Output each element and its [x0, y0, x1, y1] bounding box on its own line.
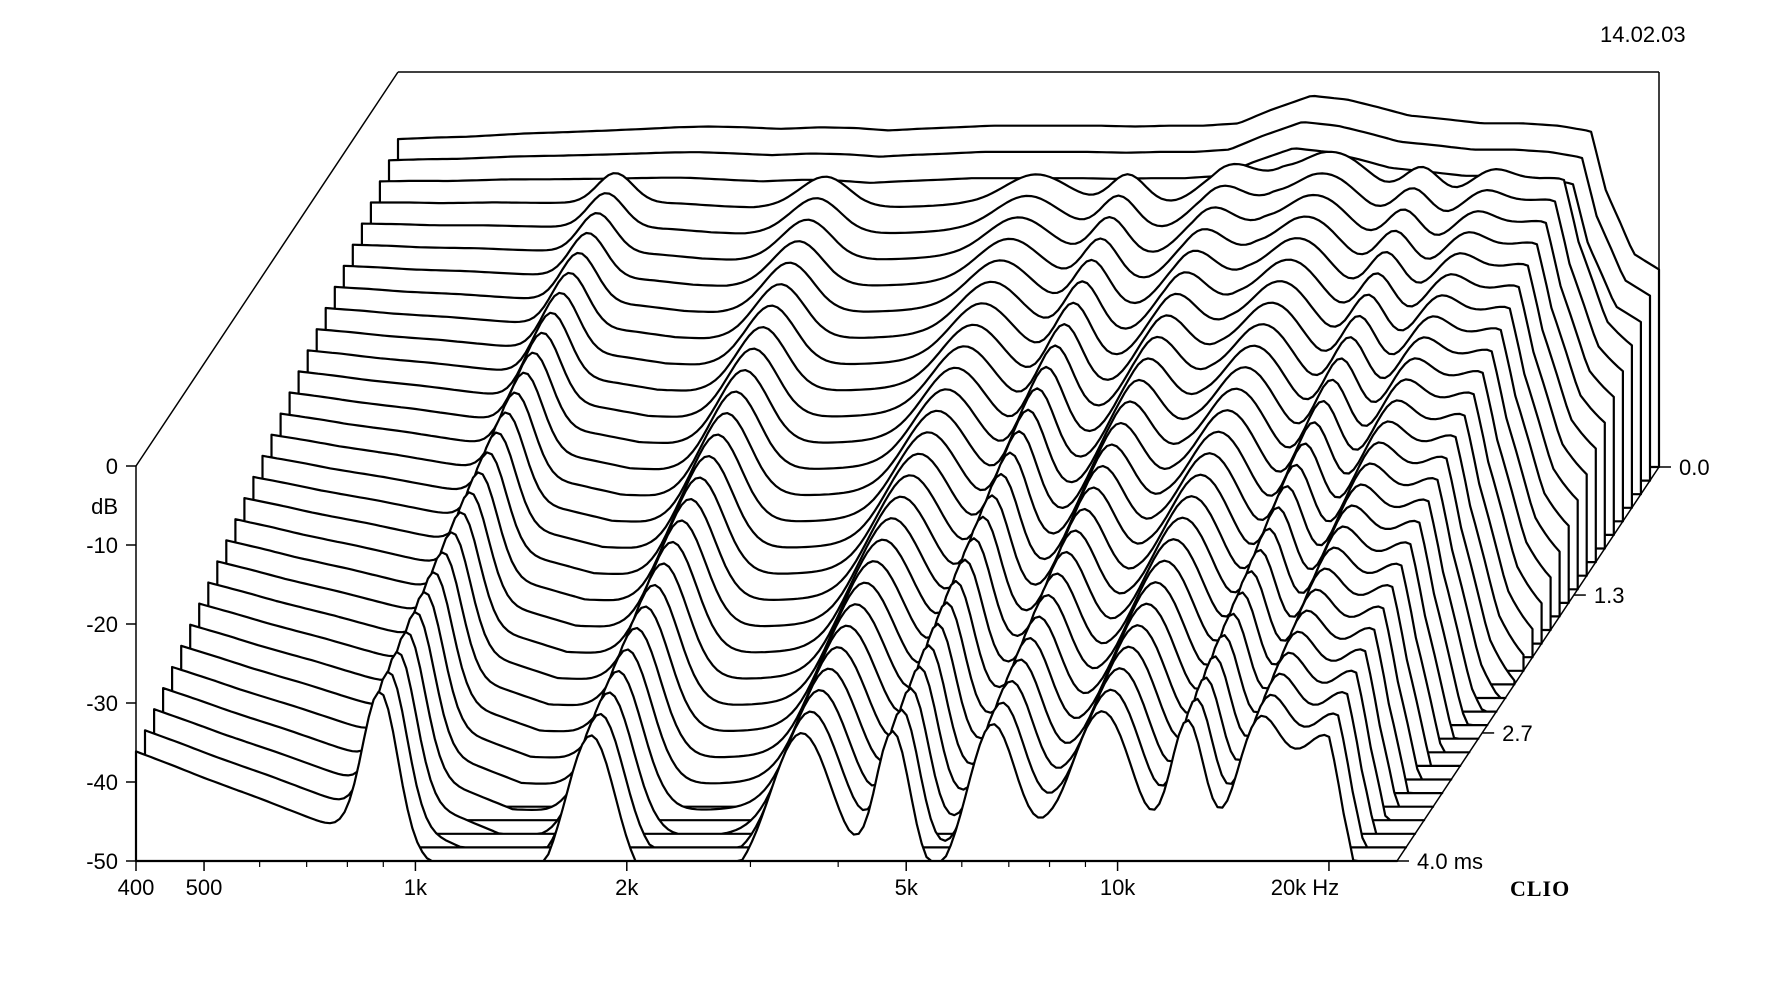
y-tick-label: -50 — [86, 849, 118, 874]
x-tick-label: 500 — [186, 875, 223, 900]
time-axis: 0.0 1.3 2.7 4.0 ms — [1397, 455, 1710, 874]
x-tick-label: 20k Hz — [1271, 875, 1339, 900]
z-tick-label: 4.0 ms — [1417, 849, 1483, 874]
y-tick-label: -30 — [86, 691, 118, 716]
y-tick-label: -10 — [86, 533, 118, 558]
z-tick-label: 0.0 — [1679, 455, 1710, 480]
clio-logo: CLIO — [1510, 876, 1570, 901]
date-stamp: 14.02.03 — [1600, 22, 1686, 47]
x-tick-label: 2k — [615, 875, 639, 900]
y-tick-label: 0 — [106, 454, 118, 479]
decay-slices — [134, 94, 1661, 863]
z-tick-label: 2.7 — [1502, 721, 1533, 746]
x-tick-label: 5k — [895, 875, 919, 900]
left-top-diagonal — [135, 71, 399, 467]
x-tick-label: 10k — [1100, 875, 1136, 900]
x-tick-label: 400 — [118, 875, 155, 900]
y-tick-label: -40 — [86, 770, 118, 795]
x-tick-label: 1k — [404, 875, 428, 900]
frequency-axis: 400 500 1k 2k 5k 10k 20k Hz — [118, 861, 1339, 900]
z-tick-label: 1.3 — [1594, 583, 1625, 608]
level-axis: 0 -10 -20 -30 -40 -50 dB — [86, 454, 136, 874]
decay-slice — [134, 690, 1399, 863]
y-tick-label: -20 — [86, 612, 118, 637]
right-bottom-diagonal — [1396, 466, 1660, 862]
y-unit-label: dB — [91, 494, 118, 519]
